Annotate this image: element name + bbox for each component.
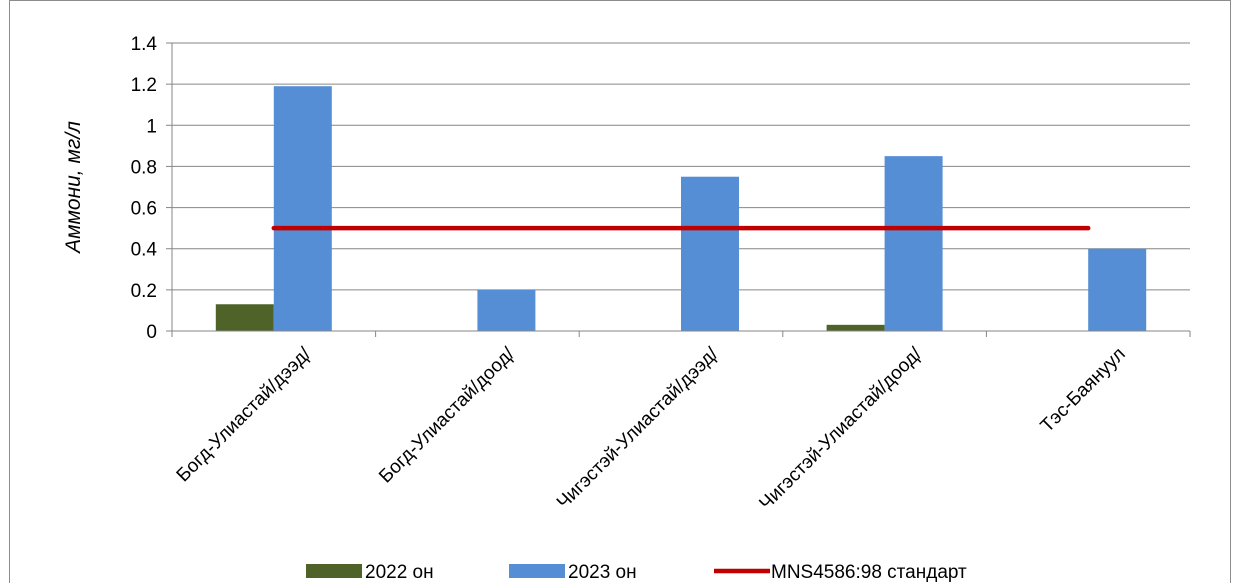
bar-2022: [826, 324, 885, 331]
legend-label: MNS4586:98 стандарт: [771, 562, 967, 583]
y-tick-label: 0.6: [131, 199, 157, 220]
bar-2023: [477, 289, 536, 331]
legend-swatch-2022: [306, 564, 362, 578]
y-tick-label: 0: [146, 322, 157, 343]
bars: [215, 86, 1147, 331]
bar-2023: [884, 156, 943, 331]
y-tick-label: 1.2: [131, 75, 157, 96]
y-tick-label: 0.4: [131, 240, 158, 261]
bar-2023: [681, 176, 739, 331]
y-tick-label: 0.2: [131, 281, 157, 302]
legend-swatch-2023: [509, 564, 565, 578]
y-tick-label: 1.4: [131, 34, 158, 55]
bar-2022: [215, 304, 274, 331]
legend: 2022 он 2023 он MNS4586:98 стандарт: [306, 562, 967, 583]
legend-label: 2023 он: [568, 562, 637, 583]
bar-2023: [273, 86, 332, 331]
y-tick-label: 1: [146, 116, 157, 137]
bar-2023: [1088, 248, 1147, 331]
y-tick-label: 0.8: [131, 157, 157, 178]
chart-border: [9, 0, 1231, 588]
y-axis-title: Аммони, мг/л: [62, 121, 85, 255]
legend-label: 2022 он: [365, 562, 434, 583]
